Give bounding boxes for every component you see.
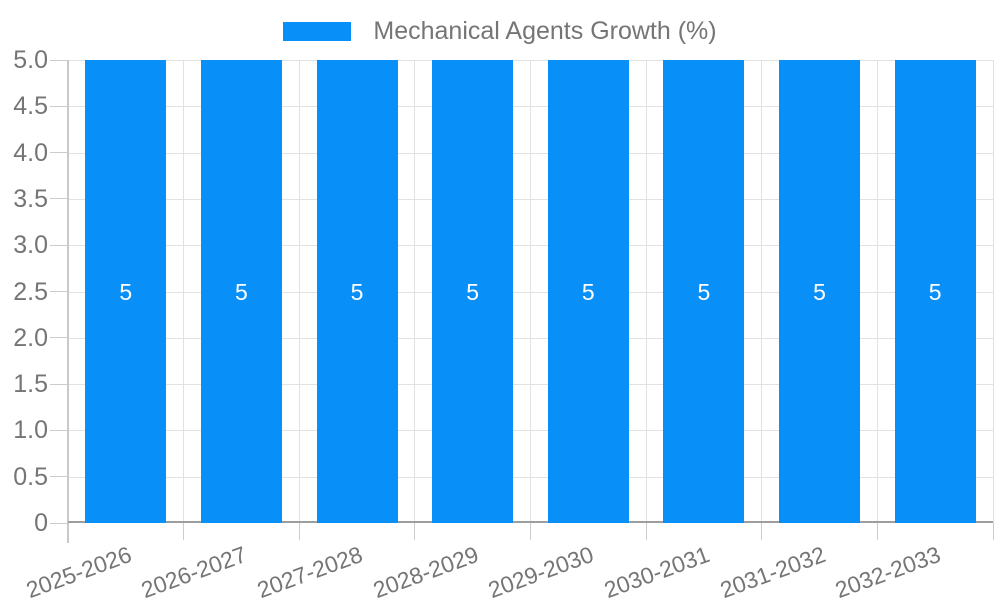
bar-value-label: 5 <box>581 278 595 305</box>
x-axis-category-label: 2030-2031 <box>600 541 713 600</box>
x-axis-category-label: 2029-2030 <box>484 541 598 600</box>
gridline-vertical <box>298 60 300 523</box>
y-axis-tick <box>50 105 68 107</box>
x-axis-category-label: 2027-2028 <box>253 541 366 600</box>
x-axis-category-label: 2025-2026 <box>22 541 135 600</box>
bar-value-label: 5 <box>466 278 480 305</box>
gridline-vertical <box>876 60 878 523</box>
gridline-vertical <box>992 60 994 523</box>
legend-swatch-icon <box>283 21 352 41</box>
y-axis-tick-label: 3.0 <box>13 231 48 260</box>
gridline-vertical <box>183 60 185 523</box>
y-axis-tick-label: 2.0 <box>13 323 48 352</box>
y-axis-tick <box>50 198 68 200</box>
gridline-vertical <box>414 60 416 523</box>
legend[interactable]: Mechanical Agents Growth (%) <box>0 14 1000 48</box>
y-axis-tick <box>50 476 68 478</box>
y-axis-tick-label: 2.5 <box>13 277 48 306</box>
y-axis-tick-label: 1.5 <box>13 370 48 399</box>
y-axis-tick <box>50 337 68 339</box>
x-axis-tick <box>414 523 416 540</box>
gridline-vertical <box>530 60 531 523</box>
bar[interactable] <box>894 60 976 523</box>
y-axis-tick <box>50 291 68 292</box>
y-axis-tick-label: 1.0 <box>13 416 48 445</box>
x-axis-category-label: 2026-2027 <box>138 541 251 600</box>
bar-value-label: 5 <box>813 278 826 305</box>
x-axis-tick <box>876 523 878 540</box>
y-axis-tick-label: 5.0 <box>13 46 48 74</box>
bar[interactable] <box>779 60 861 523</box>
bar[interactable] <box>547 60 629 523</box>
y-axis-tick <box>50 244 68 246</box>
bar[interactable] <box>316 60 398 523</box>
y-axis-tick <box>50 383 68 385</box>
plot-area: 5.0 4.5 4.0 3.5 3.0 2.5 2.0 1.5 1.0 0.5 0 5 2025-202… <box>13 47 994 600</box>
y-axis-tick-label: 0.5 <box>13 462 48 491</box>
x-axis-category-label: 2031-2032 <box>716 541 829 600</box>
legend-label: Mechanical Agents Growth (%) <box>373 16 717 45</box>
bar[interactable] <box>432 60 514 523</box>
bar[interactable] <box>663 60 745 523</box>
bar[interactable] <box>85 60 167 523</box>
bar-value-label: 5 <box>235 278 248 305</box>
x-axis-tick <box>183 523 185 540</box>
y-axis-tick-label: 0 <box>34 509 48 537</box>
x-axis-category-label: 2032-2033 <box>831 541 945 600</box>
gridline-vertical <box>645 60 647 523</box>
bar[interactable] <box>200 60 282 523</box>
y-axis-tick <box>50 429 68 431</box>
bar-value-label: 5 <box>119 278 133 305</box>
y-axis-tick <box>50 522 68 524</box>
x-axis-category-label: 2028-2029 <box>369 541 482 600</box>
y-axis-tick <box>50 152 68 154</box>
x-axis-tick <box>992 523 994 540</box>
y-axis-tick <box>50 59 68 61</box>
x-axis-tick <box>530 523 531 540</box>
y-axis-line <box>67 60 69 543</box>
y-axis-tick-label: 4.5 <box>13 92 48 121</box>
bar-value-label: 5 <box>697 278 711 305</box>
y-axis-tick-label: 3.5 <box>13 184 48 213</box>
x-axis-tick <box>761 523 763 540</box>
x-axis-tick <box>645 523 647 540</box>
bar-value-label: 5 <box>928 278 942 305</box>
bar-value-label: 5 <box>350 278 364 305</box>
y-axis-tick-label: 4.0 <box>13 138 48 167</box>
gridline-vertical <box>761 60 763 523</box>
x-axis-tick <box>298 523 300 540</box>
x-axis-line <box>68 521 993 523</box>
